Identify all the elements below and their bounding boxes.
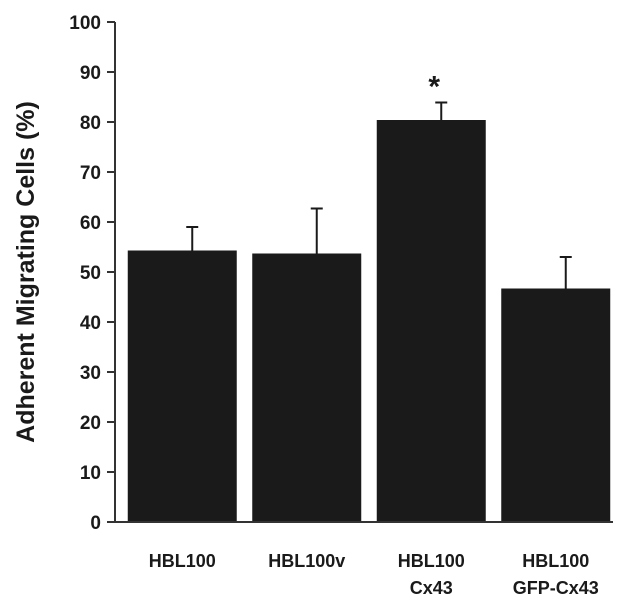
y-tick-label: 50 <box>80 263 101 284</box>
y-tick-label: 60 <box>80 213 101 234</box>
y-axis-title: Adherent Migrating Cells (%) <box>12 101 40 443</box>
x-category-labels: HBL100 HBL100v HBL100 Cx43 HBL100 GFP-Cx43 <box>149 551 599 598</box>
x-category-label: HBL100v <box>268 551 345 571</box>
annotations: * <box>428 71 440 104</box>
y-tick-label: 80 <box>80 113 101 134</box>
y-tick-label: 70 <box>80 163 101 184</box>
x-category-label: HBL100 <box>522 551 589 571</box>
y-tick-label: 10 <box>80 463 101 484</box>
y-tick-label: 100 <box>69 13 101 34</box>
x-category-label: Cx43 <box>410 578 453 598</box>
error-bars <box>186 101 572 289</box>
y-tick-label: 20 <box>80 413 101 434</box>
x-category-label: HBL100 <box>398 551 465 571</box>
significance-marker: * <box>428 71 440 104</box>
x-category-label: HBL100 <box>149 551 216 571</box>
bar <box>252 253 362 522</box>
bars <box>127 120 611 522</box>
y-tick-label: 30 <box>80 363 101 384</box>
bar <box>376 120 486 522</box>
y-tick-label: 40 <box>80 313 101 334</box>
y-ticks: 0 10 20 30 40 50 60 70 80 90 100 <box>69 13 115 534</box>
y-tick-label: 90 <box>80 63 101 84</box>
x-category-label: GFP-Cx43 <box>513 578 599 598</box>
bar <box>127 250 237 522</box>
bar <box>501 288 611 522</box>
y-tick-label: 0 <box>90 513 101 534</box>
